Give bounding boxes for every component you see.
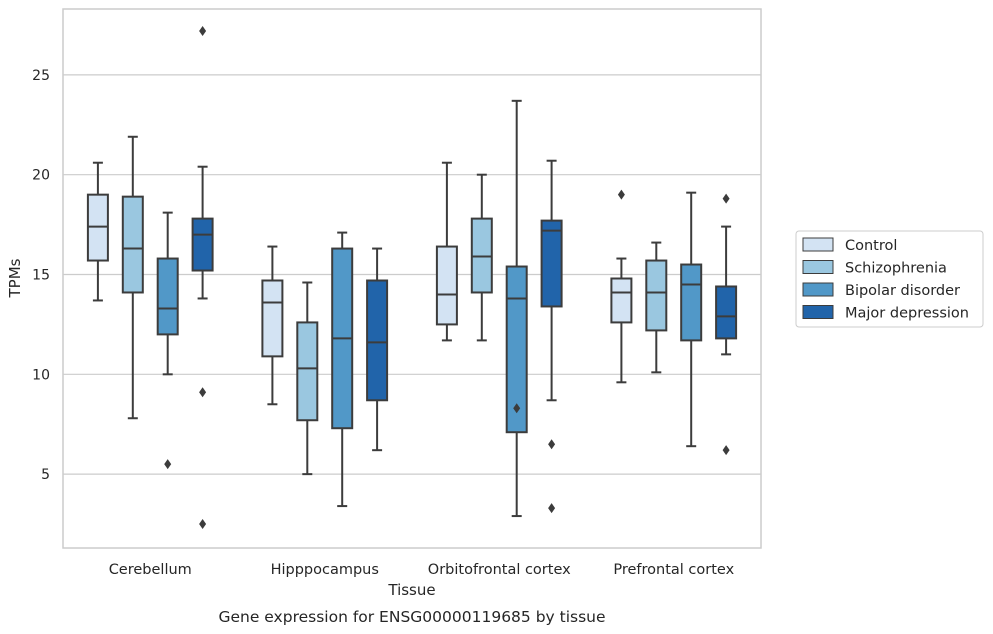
outlier-point bbox=[617, 189, 625, 200]
outlier-point bbox=[548, 439, 556, 450]
box-1-0 bbox=[261, 245, 284, 406]
y-tick-label: 20 bbox=[32, 168, 50, 184]
box-0-2 bbox=[156, 211, 179, 470]
box-body bbox=[645, 259, 668, 332]
box-1-2 bbox=[331, 231, 354, 508]
box-3-0 bbox=[610, 189, 633, 384]
y-tick-label: 15 bbox=[32, 268, 50, 284]
legend-swatch bbox=[802, 305, 834, 319]
box-body bbox=[505, 265, 528, 434]
box-0-0 bbox=[86, 161, 109, 302]
x-tick-label: Cerebellum bbox=[109, 562, 192, 578]
box-body bbox=[610, 277, 633, 324]
chart-title: Gene expression for ENSG00000119685 by t… bbox=[218, 608, 605, 626]
legend-label: Major depression bbox=[845, 306, 969, 322]
y-axis-label: TPMs bbox=[6, 258, 24, 298]
box-1-1 bbox=[296, 281, 319, 476]
x-tick-label: Orbitofrontal cortex bbox=[428, 562, 571, 578]
legend-swatch bbox=[802, 260, 834, 274]
box-2-0 bbox=[435, 161, 458, 342]
outlier-point bbox=[199, 519, 207, 530]
legend-frame bbox=[795, 230, 984, 328]
box-body bbox=[715, 285, 738, 340]
box-body bbox=[261, 279, 284, 358]
outlier-point bbox=[722, 445, 730, 456]
x-axis-ticks: Cerebellum Hipppocampus Orbitofrontal cort… bbox=[109, 562, 735, 578]
box-body bbox=[680, 263, 703, 342]
x-tick-label: Prefrontal cortex bbox=[613, 562, 734, 578]
box-body bbox=[540, 219, 563, 308]
box-3-1 bbox=[645, 241, 668, 374]
box-body bbox=[366, 279, 389, 402]
box-body bbox=[191, 217, 214, 272]
outlier-point bbox=[164, 459, 172, 470]
outlier-point bbox=[513, 403, 521, 414]
box-body bbox=[296, 321, 319, 422]
x-tick-label: Hipppocampus bbox=[271, 562, 379, 578]
y-tick-label: 10 bbox=[32, 367, 50, 383]
legend-label: Bipolar disorder bbox=[845, 283, 960, 299]
y-tick-label: 5 bbox=[41, 467, 50, 483]
y-tick-label: 25 bbox=[32, 68, 50, 84]
box-3-2 bbox=[680, 191, 703, 448]
box-3-3 bbox=[715, 193, 738, 456]
legend: Control Schizophrenia Bipolar disorder Majo… bbox=[795, 230, 984, 328]
legend-swatch bbox=[802, 237, 834, 252]
outlier-point bbox=[199, 25, 207, 36]
outlier-point bbox=[199, 387, 207, 398]
box-series bbox=[86, 25, 738, 530]
box-0-1 bbox=[121, 135, 144, 420]
box-body bbox=[121, 195, 144, 294]
plot-frame bbox=[62, 8, 762, 549]
box-2-2 bbox=[505, 99, 528, 518]
legend-label: Control bbox=[845, 238, 897, 254]
box-2-1 bbox=[470, 173, 493, 342]
box-body bbox=[156, 257, 179, 336]
gridlines bbox=[63, 74, 761, 475]
x-axis-label: Tissue bbox=[387, 581, 435, 599]
box-2-3 bbox=[540, 159, 563, 514]
y-axis-ticks: 5 10 15 20 25 bbox=[32, 68, 50, 483]
box-body bbox=[435, 245, 458, 326]
outlier-point bbox=[722, 193, 730, 204]
box-1-3 bbox=[366, 247, 389, 452]
legend-swatch bbox=[802, 282, 834, 297]
outlier-point bbox=[548, 503, 556, 514]
box-0-3 bbox=[191, 25, 214, 530]
legend-label: Schizophrenia bbox=[845, 261, 947, 277]
